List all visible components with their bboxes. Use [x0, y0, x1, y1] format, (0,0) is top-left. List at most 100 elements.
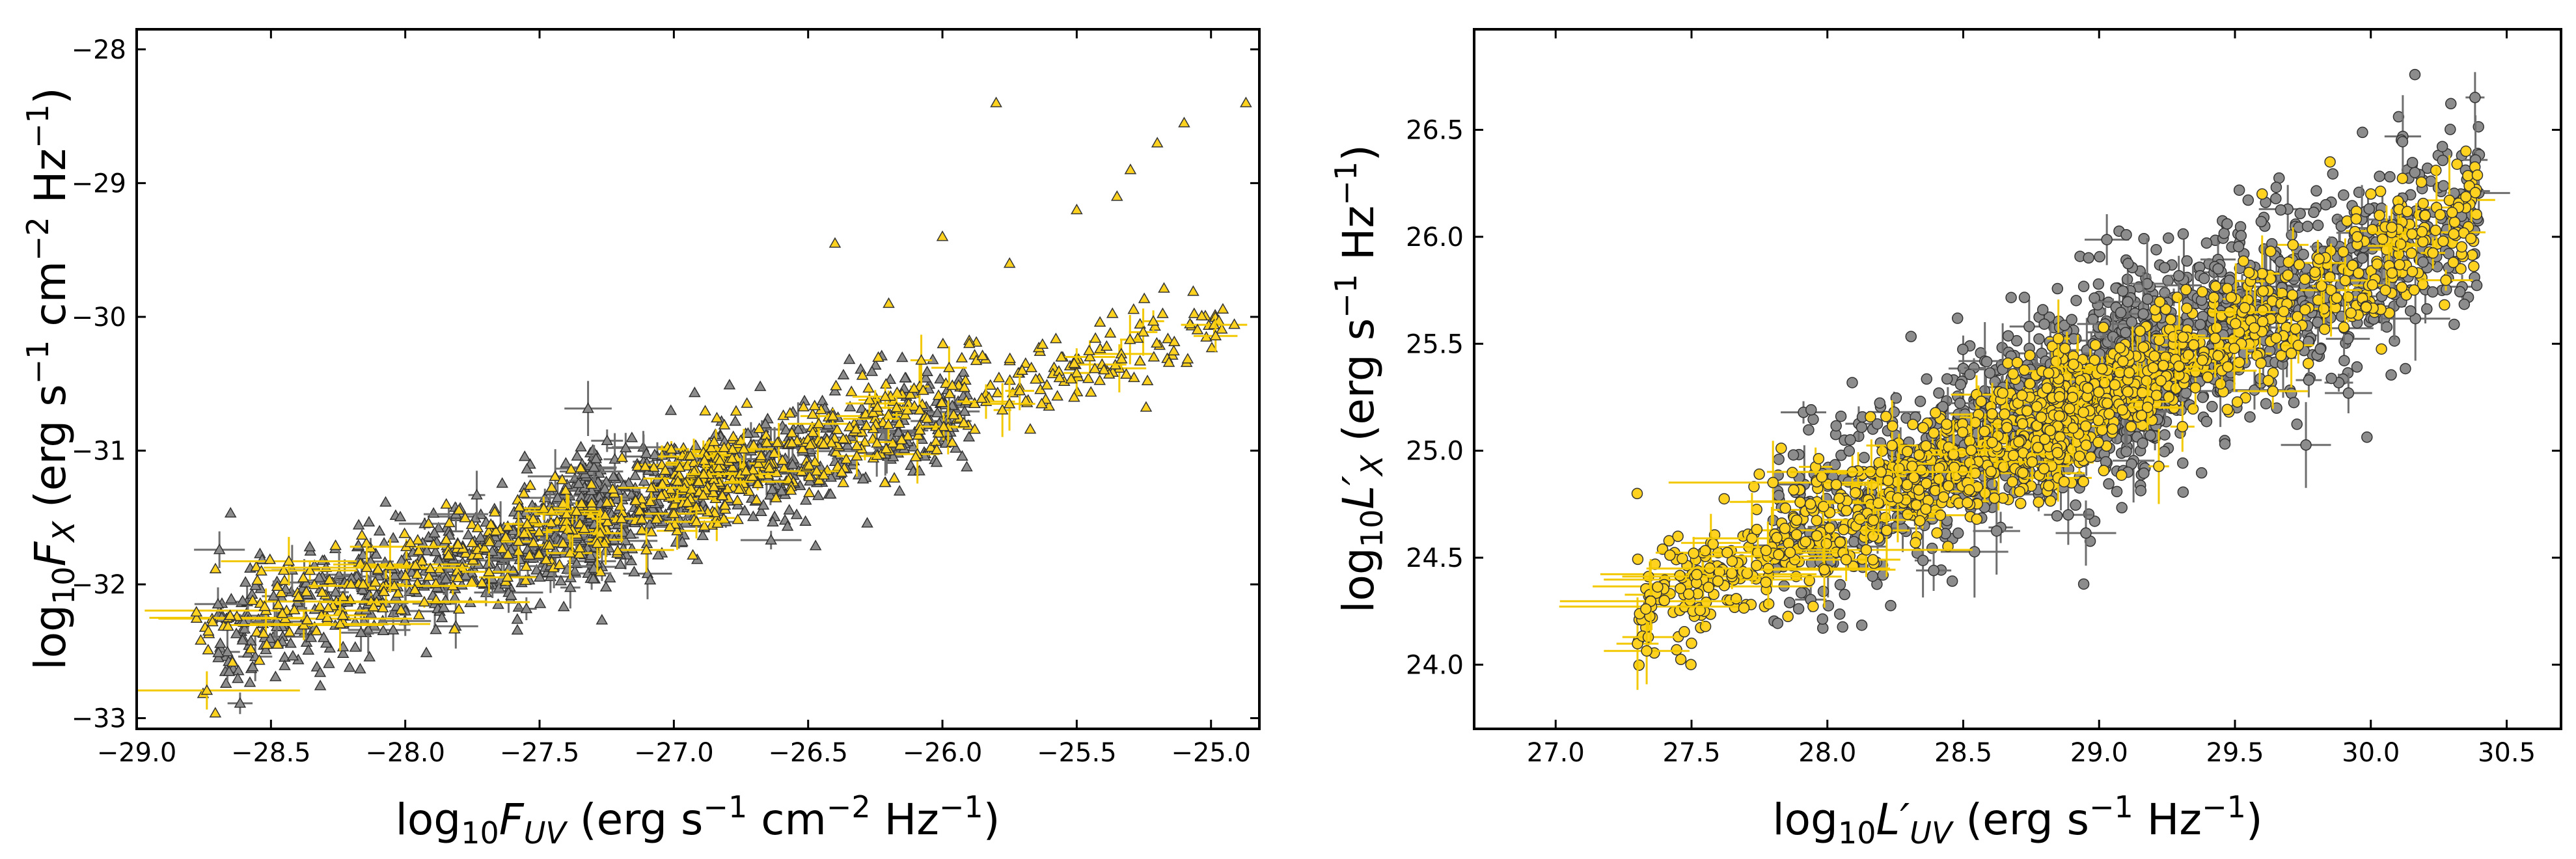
data-point	[258, 600, 271, 612]
data-point	[440, 498, 453, 509]
data-point	[845, 385, 858, 396]
data-point	[1874, 397, 1886, 409]
data-point	[511, 613, 524, 624]
data-point	[2374, 170, 2385, 182]
data-point	[588, 461, 600, 472]
data-point	[909, 450, 922, 461]
data-point	[553, 558, 566, 569]
data-point	[2210, 280, 2222, 292]
data-point	[2120, 327, 2131, 338]
data-point	[590, 452, 602, 463]
data-point	[2137, 308, 2149, 320]
data-point	[411, 534, 424, 545]
data-point	[2141, 293, 2154, 305]
data-point	[478, 541, 491, 552]
data-point	[2260, 398, 2272, 410]
data-point	[246, 661, 259, 672]
data-point	[212, 646, 225, 657]
data-point	[361, 561, 373, 573]
data-point	[808, 456, 821, 467]
data-point	[2062, 509, 2074, 521]
data-point	[1138, 292, 1151, 303]
data-point	[1890, 392, 1902, 404]
data-point	[2221, 218, 2233, 230]
data-point	[251, 625, 263, 637]
data-point	[314, 679, 327, 690]
data-point	[1921, 373, 1933, 385]
data-point	[585, 497, 598, 508]
data-point	[784, 407, 797, 418]
data-point	[2265, 245, 2277, 257]
data-point	[2374, 185, 2387, 197]
data-point	[961, 461, 973, 472]
data-point	[452, 603, 465, 614]
data-point	[924, 441, 937, 452]
y-tick-label: −31	[72, 436, 126, 466]
data-point	[1834, 608, 1846, 620]
data-point	[2409, 68, 2421, 81]
data-point	[871, 401, 884, 412]
data-point	[271, 638, 284, 649]
data-point	[738, 504, 751, 515]
data-point	[518, 450, 531, 461]
data-point	[2357, 126, 2368, 139]
data-point	[1897, 523, 1909, 534]
data-point	[775, 485, 788, 496]
data-point	[1141, 374, 1154, 386]
data-point	[2023, 321, 2035, 333]
data-point	[946, 436, 959, 447]
data-point	[428, 526, 441, 538]
data-point	[2458, 298, 2471, 310]
data-point	[1123, 333, 1136, 344]
data-point	[483, 566, 495, 577]
data-point	[557, 600, 570, 612]
highlight-point	[990, 96, 1002, 107]
data-point	[837, 433, 849, 444]
data-point	[882, 418, 895, 430]
data-point	[690, 515, 703, 526]
data-point	[2303, 374, 2315, 386]
data-point	[674, 461, 686, 472]
data-point	[1952, 527, 1964, 539]
data-point	[443, 516, 456, 528]
data-point	[212, 597, 225, 609]
data-point	[867, 406, 879, 417]
left-panel: −29.0 −28.5 −28.0 −27.5 −27.0 −26.5 −26.0 −25.5…	[20, 28, 1261, 851]
data-point	[2002, 330, 2014, 342]
data-point	[502, 548, 514, 559]
data-point	[755, 505, 767, 516]
data-point	[420, 545, 433, 556]
data-point	[466, 536, 479, 547]
data-point	[739, 465, 752, 476]
data-point	[221, 646, 234, 657]
data-point	[1140, 401, 1153, 412]
data-point	[1783, 597, 1796, 608]
data-point	[2212, 263, 2224, 275]
data-point	[1024, 423, 1037, 434]
x-tick-label: −28.0	[365, 738, 445, 768]
data-point	[955, 351, 968, 362]
data-point	[1835, 410, 1847, 422]
data-point	[732, 513, 744, 525]
data-point	[1228, 318, 1240, 329]
data-point	[369, 576, 381, 587]
data-point	[1805, 404, 1817, 416]
data-point	[1837, 621, 1848, 633]
data-point	[1097, 363, 1110, 375]
data-point	[753, 422, 766, 433]
data-point	[687, 549, 699, 560]
data-point	[697, 468, 710, 479]
data-point	[272, 598, 284, 610]
data-point	[672, 475, 684, 486]
data-point	[1773, 489, 1785, 502]
x-tick-label: −26.5	[768, 738, 848, 768]
data-point	[1070, 366, 1083, 377]
data-point	[404, 536, 417, 547]
data-point	[659, 464, 672, 475]
data-point	[237, 616, 250, 627]
data-point	[1964, 368, 1976, 381]
data-point	[2356, 252, 2368, 264]
data-point	[750, 493, 763, 505]
data-point	[737, 443, 750, 454]
data-point	[797, 400, 810, 412]
